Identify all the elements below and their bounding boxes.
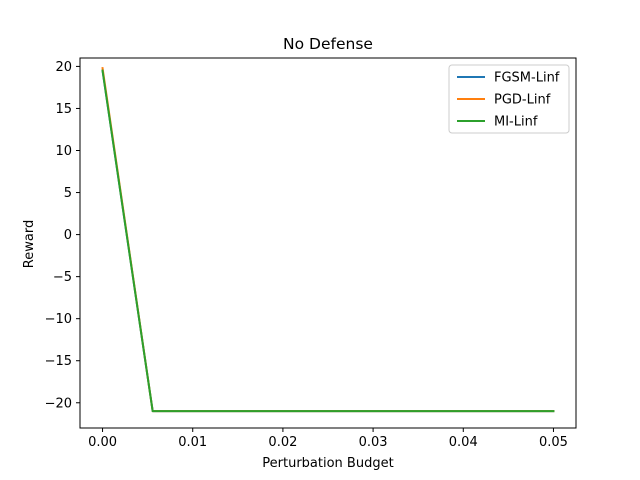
x-tick-label: 0.04: [449, 435, 478, 450]
legend-label: MI-Linf: [494, 115, 538, 130]
legend-box: [448, 64, 570, 134]
legend: FGSM-Linf PGD-Linf MI-Linf: [448, 64, 570, 134]
x-tick-label: 0.02: [268, 435, 297, 450]
y-tick-label: 15: [55, 102, 72, 117]
x-axis-title: Perturbation Budget: [262, 456, 393, 471]
series-layer: [101, 66, 555, 413]
legend-label: FGSM-Linf: [494, 71, 560, 86]
chart-title: No Defense: [283, 35, 373, 53]
y-tick-label: 0: [64, 228, 72, 243]
x-tick-label: 0.01: [178, 435, 207, 450]
axes-frame: [79, 57, 577, 429]
legend-label: PGD-Linf: [494, 93, 551, 108]
y-axis-title: Reward: [22, 220, 37, 268]
y-tick-label: −10: [45, 312, 72, 327]
y-tick-label: −5: [53, 270, 72, 285]
y-tick-label: 5: [64, 186, 72, 201]
y-tick-label: 10: [55, 144, 72, 159]
x-tick-label: 0.03: [359, 435, 388, 450]
series-line-mi-linf: [101, 69, 555, 413]
y-tick-label: −20: [45, 396, 72, 411]
axes-layer: 0.00 0.01 0.02 0.03 0.04 0.05 −20 −15 −10 −5 0 5 10 1…: [45, 57, 577, 450]
y-tick-label: 20: [55, 60, 72, 75]
y-tick-label: −15: [45, 354, 72, 369]
x-tick-label: 0.05: [539, 435, 568, 450]
x-tick-label: 0.00: [88, 435, 117, 450]
